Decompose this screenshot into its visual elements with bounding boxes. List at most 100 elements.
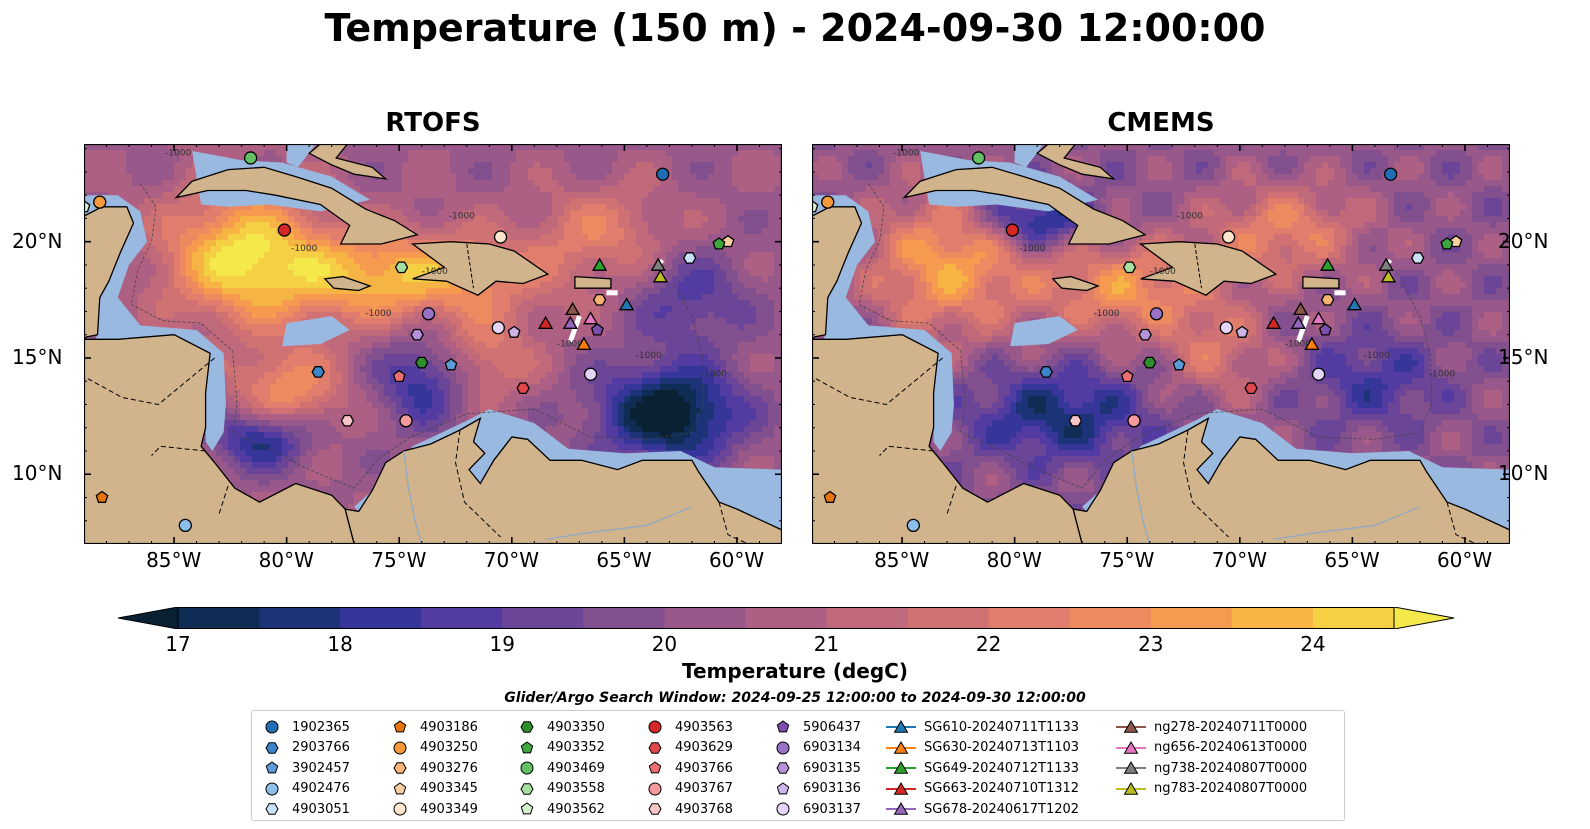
platform-marker-SG678-20240617T1202[interactable] — [562, 315, 578, 329]
platform-marker-4903345[interactable] — [721, 234, 735, 248]
platform-marker-4903276[interactable] — [1320, 293, 1335, 306]
legend-item[interactable]: ng278-20240711T0000 — [1116, 717, 1307, 738]
platform-marker-4903186[interactable] — [823, 490, 837, 503]
legend-item[interactable]: 4903563 — [643, 717, 733, 738]
platform-marker-SG663-20240710T1312[interactable] — [1265, 315, 1282, 329]
platform-marker-4903186[interactable] — [95, 490, 109, 503]
platform-marker-4903469[interactable] — [243, 151, 258, 165]
platform-marker-SG649-20240712T1133[interactable] — [1319, 257, 1336, 271]
legend-item[interactable]: SG610-20240711T1133 — [886, 717, 1079, 738]
platform-marker-SG610-20240711T1133[interactable] — [618, 297, 635, 311]
legend-item[interactable]: 4903629 — [643, 738, 733, 759]
legend-item[interactable]: 6903135 — [771, 758, 861, 779]
platform-marker-4903558[interactable] — [394, 261, 409, 274]
platform-marker-1902365[interactable] — [656, 167, 670, 181]
platform-marker-4903767[interactable] — [1127, 414, 1141, 428]
platform-marker-4903629[interactable] — [516, 382, 530, 395]
platform-marker-3902457[interactable] — [444, 358, 458, 371]
legend-item[interactable]: 2903766 — [260, 738, 350, 759]
platform-marker-6903136[interactable] — [507, 325, 521, 338]
legend-item[interactable]: 4903250 — [388, 738, 478, 759]
platform-marker-4903349[interactable] — [493, 230, 508, 244]
platform-marker-4903767[interactable] — [399, 414, 413, 428]
platform-marker-4903350[interactable] — [414, 356, 429, 369]
platform-marker-4903250[interactable] — [93, 195, 107, 209]
legend-item[interactable]: 1902365 — [260, 717, 350, 738]
platform-marker-5906437[interactable] — [1318, 323, 1332, 336]
platform-marker-ng278-20240711T0000[interactable] — [564, 301, 581, 316]
legend-item[interactable]: 4903767 — [643, 779, 733, 800]
platform-marker-2903766[interactable] — [1039, 366, 1053, 378]
legend-item[interactable]: ng738-20240807T0000 — [1116, 758, 1307, 779]
platform-marker-ng738-20240807T0000[interactable] — [1378, 257, 1394, 271]
map-panel-cmems[interactable]: -1000 -1000 -1000 -1000 -1000 -1000 -1000 -1000 — [812, 144, 1510, 544]
legend-item[interactable]: SG678-20240617T1202 — [886, 799, 1079, 820]
platform-marker-SG678-20240617T1202[interactable] — [1290, 315, 1306, 329]
legend-item[interactable]: SG630-20240713T1103 — [886, 738, 1079, 759]
platform-marker-6903135[interactable] — [1138, 328, 1152, 341]
platform-marker-6903134[interactable] — [1149, 307, 1164, 321]
platform-marker-4903469[interactable] — [971, 151, 986, 165]
legend-item[interactable]: 4903469 — [515, 758, 605, 779]
legend-item[interactable]: 4903350 — [515, 717, 605, 738]
legend-item[interactable]: 4903558 — [515, 779, 605, 800]
legend-item[interactable]: SG649-20240712T1133 — [886, 758, 1079, 779]
platform-marker-5906437[interactable] — [590, 323, 604, 336]
legend-item[interactable]: 4902476 — [260, 779, 350, 800]
platform-marker-ng783-20240807T0000[interactable] — [1380, 269, 1397, 283]
platform-marker-4903558[interactable] — [1122, 261, 1137, 274]
platform-marker-SG649-20240712T1133[interactable] — [591, 257, 608, 271]
platform-marker-6903137-south[interactable] — [1311, 367, 1326, 381]
platform-marker-4902476[interactable] — [906, 518, 920, 533]
legend-item[interactable]: 6903137 — [771, 799, 861, 820]
platform-marker-ng278-20240711T0000[interactable] — [1292, 301, 1309, 316]
platform-marker-3902457[interactable] — [1172, 358, 1186, 371]
legend-item[interactable]: 6903134 — [771, 738, 861, 759]
platform-marker-4903051[interactable] — [682, 252, 697, 264]
platform-marker-4903349[interactable] — [1221, 230, 1236, 244]
legend-item[interactable]: 6903136 — [771, 779, 861, 800]
legend-item[interactable]: 4903345 — [388, 779, 478, 800]
platform-marker-4903051[interactable] — [1410, 252, 1425, 264]
platform-marker-4903345[interactable] — [1449, 234, 1463, 248]
platform-marker-4903562[interactable] — [812, 199, 819, 213]
platform-marker-4903276[interactable] — [592, 293, 607, 306]
platform-marker-6903136[interactable] — [1235, 325, 1249, 338]
platform-marker-4903766[interactable] — [1120, 369, 1134, 383]
platform-marker-4903562[interactable] — [84, 199, 91, 213]
platform-marker-4903250[interactable] — [821, 195, 835, 209]
map-panel-rtofs[interactable]: -1000 -1000 -1000 -1000 -1000 -1000 -1000 -1000 — [84, 144, 782, 544]
platform-marker-4903768[interactable] — [1068, 414, 1083, 427]
legend-item[interactable]: 5906437 — [771, 717, 861, 738]
platform-marker-4903766[interactable] — [392, 369, 406, 383]
platform-marker-SG630-20240713T1103[interactable] — [1304, 336, 1320, 350]
platform-marker-SG610-20240711T1133[interactable] — [1346, 297, 1363, 311]
platform-marker-6903137-south[interactable] — [583, 367, 598, 381]
platform-marker-SG630-20240713T1103[interactable] — [576, 336, 592, 350]
platform-marker-4903768[interactable] — [340, 414, 355, 427]
legend-item[interactable]: 4903562 — [515, 799, 605, 820]
platform-marker-1902365[interactable] — [1384, 167, 1398, 181]
legend-item[interactable]: 4903186 — [388, 717, 478, 738]
platform-marker-2903766[interactable] — [311, 366, 325, 378]
legend-item[interactable]: 3902457 — [260, 758, 350, 779]
legend-item[interactable]: 4903352 — [515, 738, 605, 759]
platform-marker-4903563[interactable] — [277, 223, 292, 237]
legend-item[interactable]: 4903276 — [388, 758, 478, 779]
platform-marker-ng783-20240807T0000[interactable] — [652, 269, 669, 283]
platform-marker-6903134[interactable] — [421, 307, 436, 321]
legend-item[interactable]: ng656-20240613T0000 — [1116, 738, 1307, 759]
platform-marker-ng656-20240613T0000[interactable] — [1310, 311, 1327, 325]
platform-marker-ng656-20240613T0000[interactable] — [582, 311, 599, 325]
legend-item[interactable]: 4903766 — [643, 758, 733, 779]
platform-marker-4903629[interactable] — [1244, 382, 1258, 395]
platform-marker-4903350[interactable] — [1142, 356, 1157, 369]
platform-marker-6903135[interactable] — [410, 328, 424, 341]
platform-marker-4902476[interactable] — [178, 518, 192, 533]
platform-marker-SG663-20240710T1312[interactable] — [537, 315, 554, 329]
legend-item[interactable]: ng783-20240807T0000 — [1116, 779, 1307, 800]
legend-item[interactable]: 4903768 — [643, 799, 733, 820]
platform-marker-4903352[interactable] — [712, 237, 726, 250]
platform-marker-6903137[interactable] — [491, 321, 505, 335]
platform-marker-ng738-20240807T0000[interactable] — [650, 257, 666, 271]
